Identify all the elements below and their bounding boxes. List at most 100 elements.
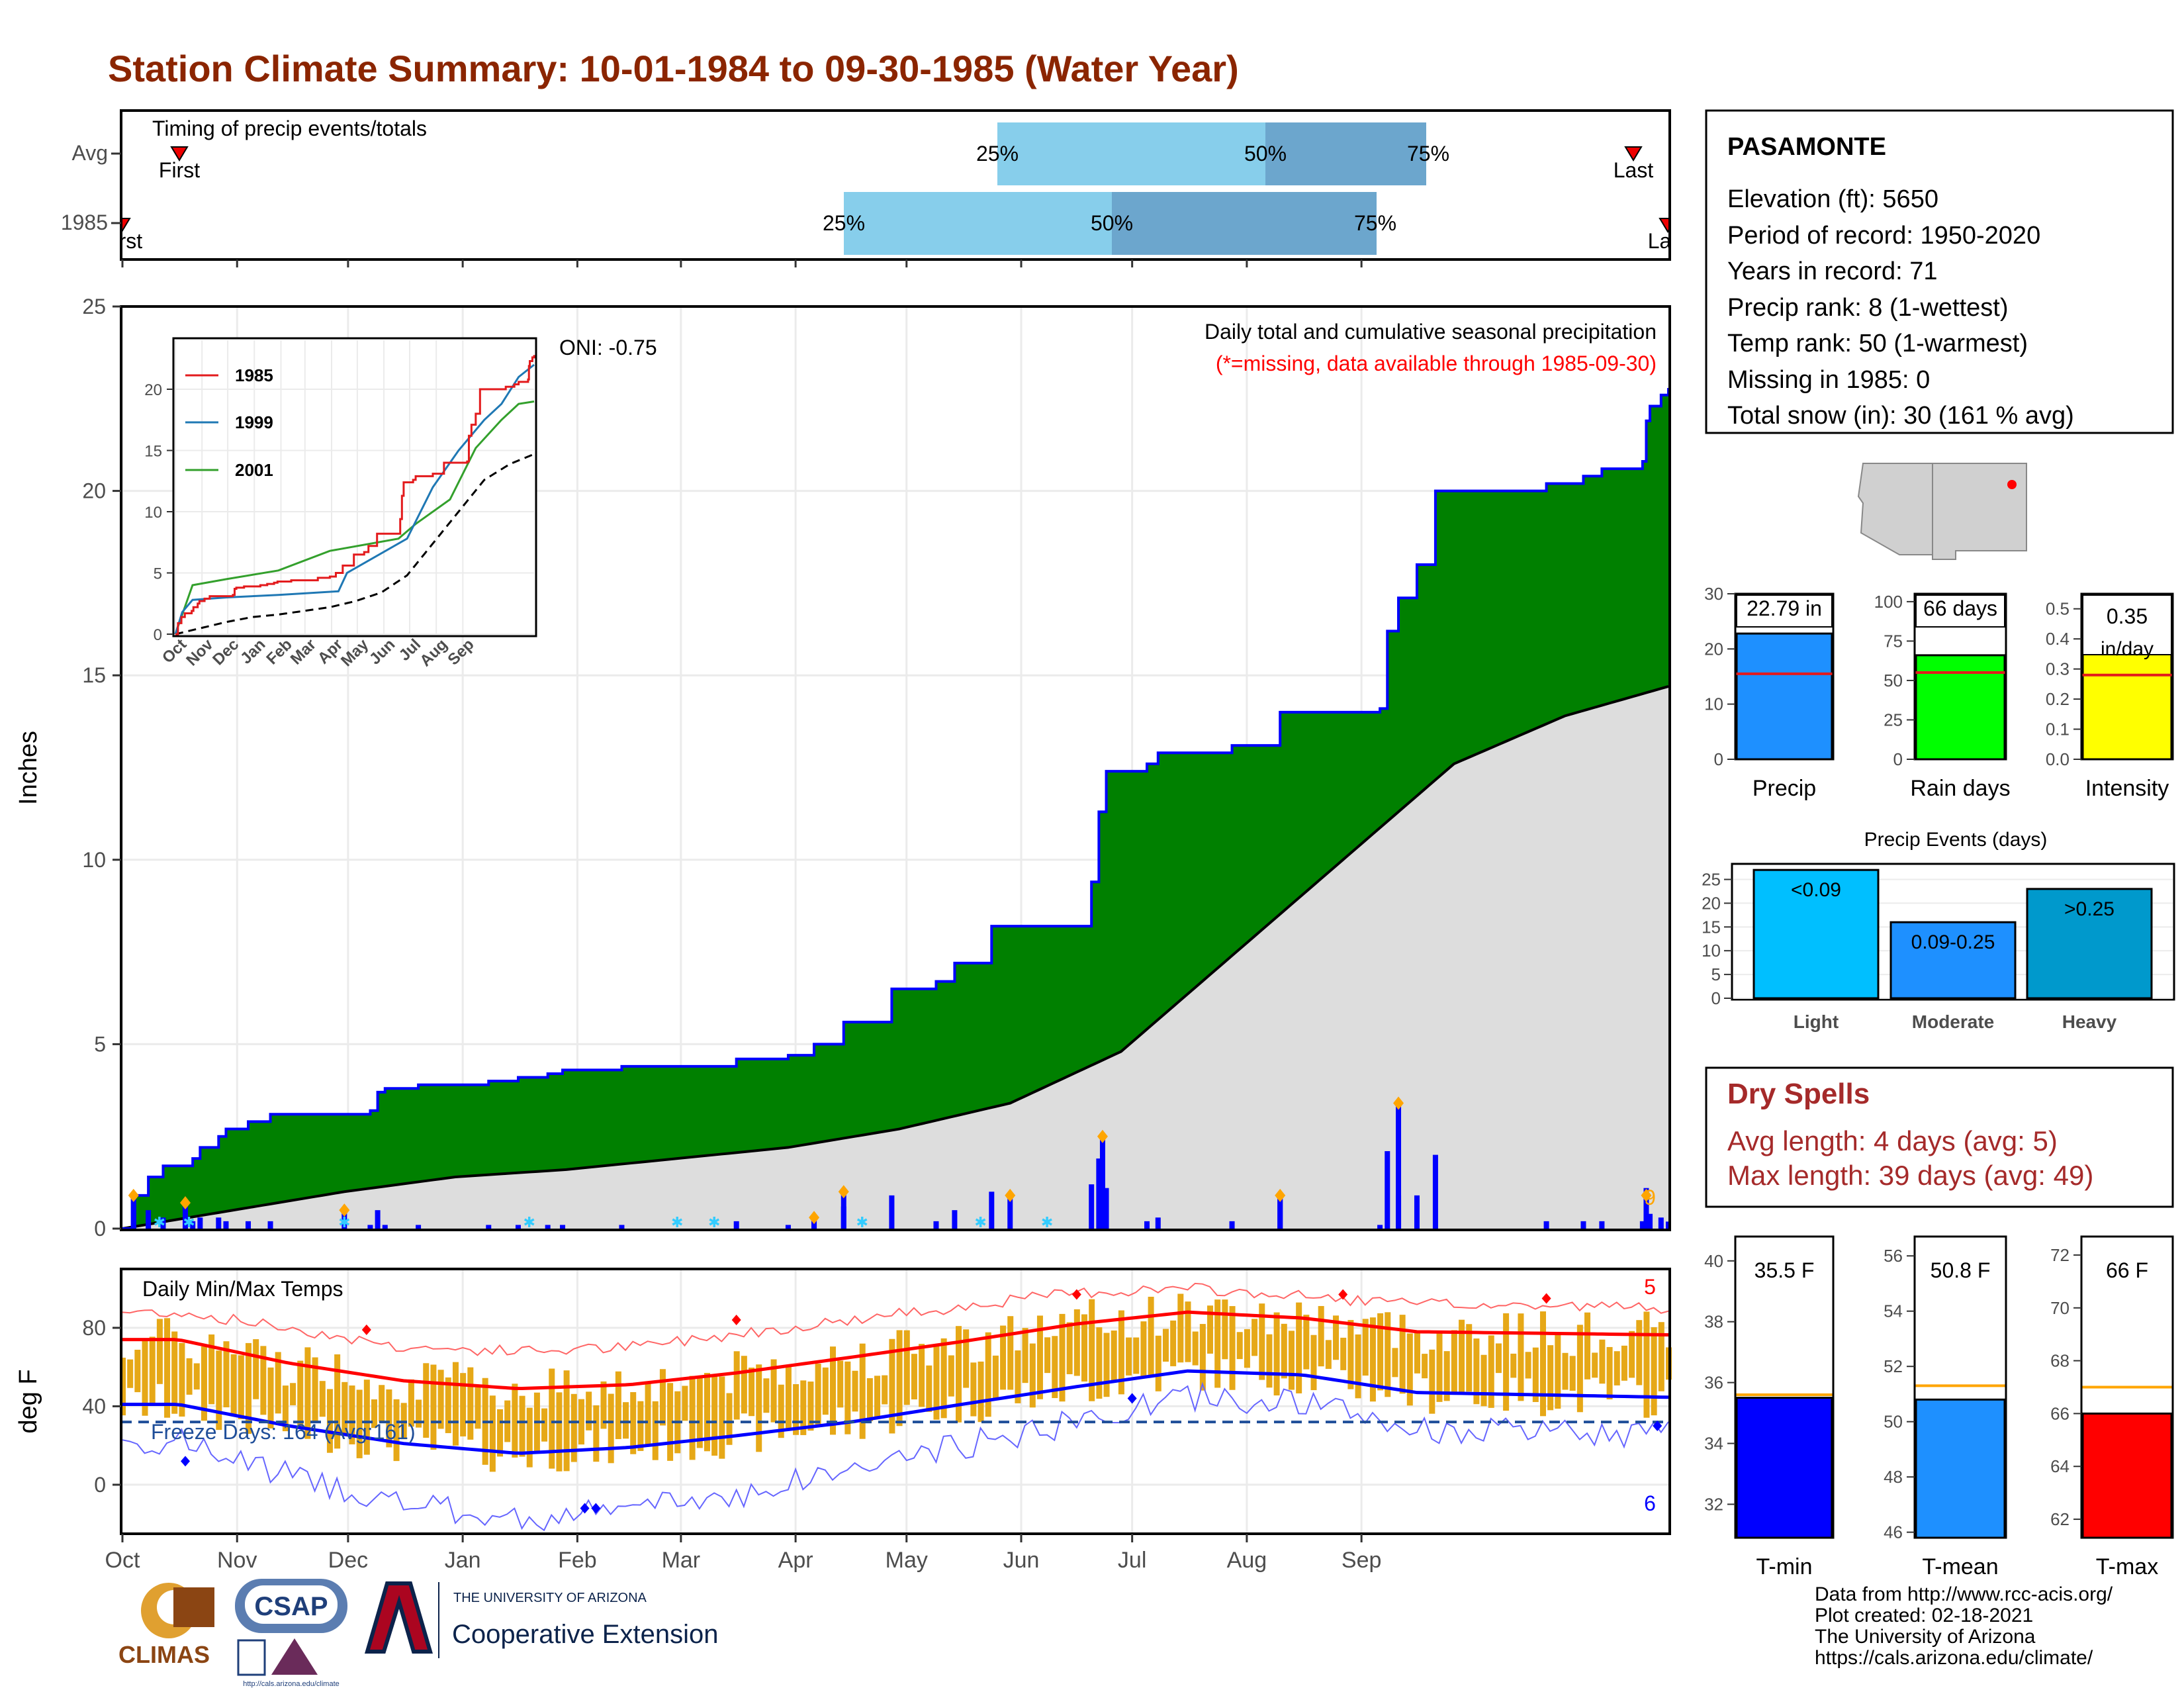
daily-temp-bar xyxy=(1569,1356,1576,1391)
cumulative-average-area xyxy=(122,686,1668,1229)
daily-temp-bar xyxy=(1073,1309,1080,1376)
daily-temp-bar xyxy=(1185,1301,1191,1362)
daily-temp-bar xyxy=(756,1364,762,1452)
y1985-25-50-bar xyxy=(844,192,1112,255)
daily-temp-bar xyxy=(430,1364,437,1450)
daily-temp-bar xyxy=(593,1405,600,1462)
daily-temp-bar xyxy=(120,1358,126,1416)
daily-temp-bar xyxy=(1347,1320,1354,1389)
dry-spells-max: Max length: 39 days (avg: 49) xyxy=(1727,1160,2093,1191)
daily-temp-bar xyxy=(1052,1336,1058,1399)
daily-precip-bar xyxy=(160,1217,166,1229)
tmin-value-label: 35.5 F xyxy=(1754,1258,1815,1282)
daily-temp-bar xyxy=(1015,1350,1021,1403)
max-daily-precip-marker xyxy=(1393,1096,1404,1110)
y1985-p75: 75% xyxy=(1354,211,1396,235)
events-bar xyxy=(2026,888,2153,1000)
daily-temp-bar xyxy=(1133,1337,1140,1374)
footer-line-url: https://cals.arizona.edu/climate/ xyxy=(1815,1647,2093,1669)
daily-temp-bar xyxy=(963,1329,970,1388)
daily-temp-bar xyxy=(933,1344,940,1420)
tmax-bar xyxy=(2081,1412,2173,1539)
daily-temp-bar xyxy=(223,1341,230,1407)
daily-temp-bar xyxy=(460,1373,467,1436)
daily-temp-bar xyxy=(770,1359,777,1423)
record-min-marker xyxy=(1653,1421,1662,1432)
daily-precip-bar xyxy=(1580,1221,1586,1229)
freeze-days-label: Freeze Days: 164 (Avg:161) xyxy=(151,1420,416,1444)
daily-temp-bar xyxy=(1377,1313,1384,1391)
daily-temp-bar xyxy=(763,1378,770,1413)
footer-line-created: Plot created: 02-18-2021 xyxy=(1815,1605,2033,1626)
daily-temp-bar xyxy=(156,1319,163,1384)
tmin-y-tick-label: 40 xyxy=(1704,1251,1723,1271)
daily-temp-bar xyxy=(1443,1351,1450,1401)
record-max-marker xyxy=(1541,1293,1551,1304)
timing-label: Timing of precip events/totals xyxy=(152,117,427,140)
daily-precip-bar xyxy=(146,1210,152,1229)
daily-temp-bar xyxy=(349,1385,355,1444)
daily-temp-bar xyxy=(1266,1334,1273,1388)
daily-temp-bar xyxy=(1636,1320,1643,1385)
daily-temp-bar xyxy=(1229,1306,1236,1390)
rain-days-summary-frame-outline xyxy=(1913,592,2007,761)
daily-temp-bar xyxy=(1325,1340,1332,1369)
daily-temp-bar xyxy=(238,1355,244,1419)
daily-precip-bar xyxy=(1396,1103,1402,1229)
daily-temp-bar xyxy=(1036,1315,1043,1399)
precip-panel: ✱ ✱ ✱ ✱ ✱ ✱ ✱ ✱ ✱ 0 5 10 15 20 25 Inches Daily total … xyxy=(15,295,1671,1241)
daily-temp-bar xyxy=(978,1361,984,1423)
daily-temp-bar xyxy=(497,1409,504,1457)
daily-temp-bar xyxy=(1385,1312,1391,1397)
daily-temp-bar xyxy=(1118,1310,1124,1395)
max-daily-precip-marker xyxy=(1005,1188,1016,1202)
inset-2001-line xyxy=(174,400,535,635)
events-category-label: Moderate xyxy=(1912,1011,1994,1032)
daily-precip-bar xyxy=(216,1217,222,1229)
daily-temp-bar xyxy=(1392,1348,1398,1378)
daily-temp-bar xyxy=(726,1393,733,1445)
daily-temp-bar xyxy=(1466,1324,1473,1392)
month-tick-label: Aug xyxy=(1227,1548,1267,1573)
avg-p75: 75% xyxy=(1407,142,1449,165)
main-subtitle: Daily total and cumulative seasonal prec… xyxy=(1205,320,1657,344)
daily-temp-bar xyxy=(549,1368,555,1469)
daily-temp-bar xyxy=(919,1344,925,1407)
daily-temp-bar xyxy=(437,1370,444,1429)
y1985-p50: 50% xyxy=(1091,211,1133,235)
intensity-value-box xyxy=(2082,594,2172,655)
daily-temp-bar xyxy=(985,1332,991,1417)
month-tick-label: Mar xyxy=(662,1548,701,1573)
main-y-tick-label: 25 xyxy=(82,295,106,318)
daily-temp-bar xyxy=(1170,1320,1177,1366)
precip-y-tick-label: 10 xyxy=(1704,694,1723,714)
daily-temp-bar xyxy=(1303,1315,1310,1370)
university-arizona-logo: THE UNIVERSITY OF ARIZONA Cooperative Ex… xyxy=(365,1581,718,1658)
daily-temp-bar xyxy=(1355,1334,1361,1399)
legend-1985: 1985 xyxy=(235,365,273,385)
daily-temp-bar xyxy=(149,1336,156,1405)
daily-temp-bar xyxy=(1199,1324,1206,1391)
ua-big-text: Cooperative Extension xyxy=(452,1620,718,1649)
daily-precip-bar xyxy=(183,1202,189,1229)
daily-temp-bar xyxy=(1244,1329,1250,1368)
station-info-box: PASAMONTE Elevation (ft): 5650 Period of… xyxy=(1705,109,2174,434)
daily-temp-bar xyxy=(1651,1327,1657,1416)
daily-precip-bar xyxy=(1277,1195,1283,1229)
tmax-y-tick-label: 66 xyxy=(2050,1403,2070,1423)
month-tick-label: Oct xyxy=(105,1548,140,1573)
tmean-y-tick-label: 46 xyxy=(1884,1523,1903,1542)
daily-temp-bar xyxy=(586,1391,592,1430)
daily-temp-bar xyxy=(423,1363,430,1438)
avg-first-label: First xyxy=(159,158,200,182)
max-daily-precip-marker xyxy=(838,1185,849,1199)
daily-temp-bar xyxy=(889,1338,895,1434)
daily-precip-bar xyxy=(1096,1158,1102,1229)
inset-y-tick-label: 20 xyxy=(144,381,162,399)
daily-precip-bars xyxy=(130,1103,1671,1229)
snow-marker: ✱ xyxy=(671,1215,683,1231)
daily-temp-bar xyxy=(1436,1333,1443,1402)
daily-precip-bar xyxy=(486,1225,492,1229)
snow-marker: ✱ xyxy=(338,1215,350,1231)
